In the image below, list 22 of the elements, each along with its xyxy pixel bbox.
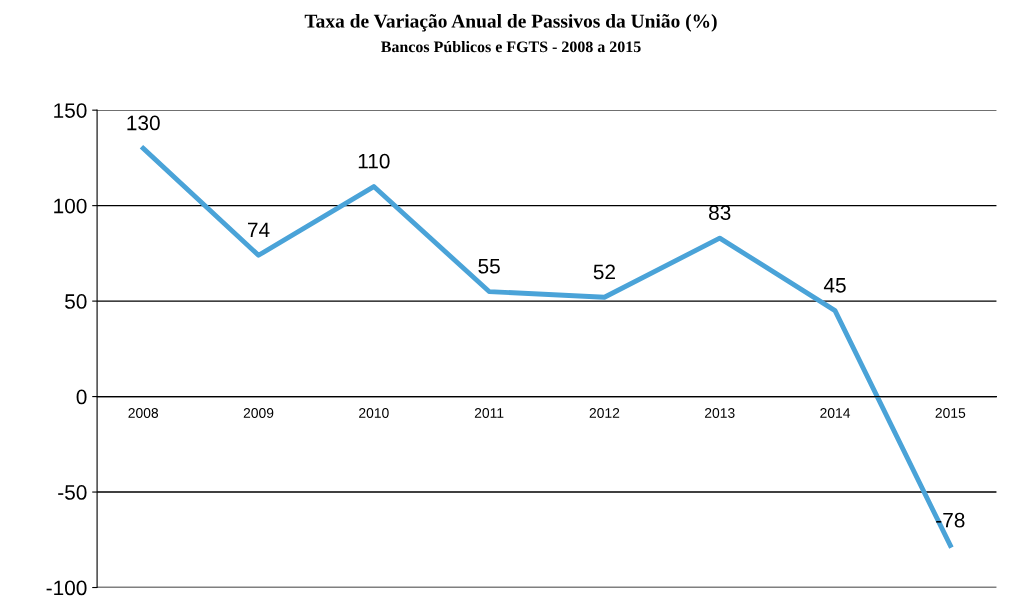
y-tick-label: -50 [58, 485, 87, 500]
data-label: 52 [593, 264, 615, 280]
x-tick-label: 2013 [704, 408, 735, 418]
data-label: 74 [248, 222, 270, 238]
y-tick-label: 0 [76, 389, 87, 405]
chart-title: Taxa de Variação Anual de Passivos da União (%) [304, 14, 717, 32]
data-label: 45 [823, 278, 846, 293]
y-tick-label: 50 [65, 294, 87, 309]
data-label: 130 [127, 115, 160, 131]
x-tick-label: 2014 [820, 408, 851, 418]
x-tick-label: 2011 [474, 408, 504, 418]
data-label: 55 [478, 259, 500, 274]
y-tick-label: -100 [46, 580, 87, 596]
x-tick-label: 2010 [359, 408, 389, 418]
data-label: 110 [358, 153, 390, 169]
x-tick-label: 2009 [243, 408, 274, 418]
chart-subtitle: Bancos Públicos e FGTS - 2008 a 2015 [381, 40, 641, 53]
x-tick-label: 2015 [935, 408, 966, 418]
x-tick-label: 2008 [128, 408, 159, 418]
x-tick-label: 2012 [589, 408, 620, 418]
y-tick-label: 150 [54, 103, 87, 118]
y-tick-label: 100 [54, 198, 87, 214]
